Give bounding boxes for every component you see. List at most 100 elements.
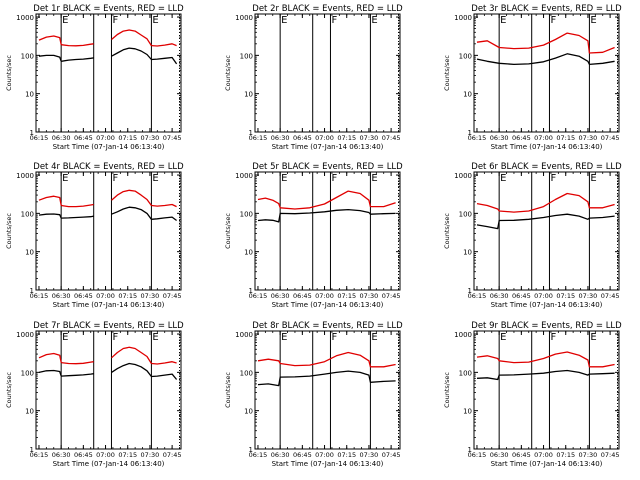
plot-frame [35, 330, 182, 450]
x-tick-label: 07:30 [141, 451, 160, 459]
y-tick-label: 10 [463, 91, 472, 99]
y-tick-label: 1 [468, 446, 472, 454]
x-tick-label: 07:15 [118, 292, 137, 300]
event-marker-label: E [62, 15, 68, 26]
events-series-line [476, 213, 615, 230]
x-tick-label: 06:15 [249, 292, 268, 300]
event-marker-label: E [371, 15, 377, 26]
x-tick-label: 07:00 [534, 134, 553, 142]
y-tick-label: 1000 [16, 14, 34, 22]
event-marker-label: F [112, 332, 118, 343]
x-tick-label: 06:15 [249, 451, 268, 459]
lld-series-line [38, 35, 62, 45]
y-tick-label: 100 [459, 52, 472, 60]
events-series-line [38, 213, 62, 219]
event-marker-label: E [590, 173, 596, 184]
event-marker-label: E [371, 173, 377, 184]
x-tick-label: 07:15 [337, 292, 356, 300]
y-tick-label: 1000 [454, 14, 472, 22]
x-tick-label: 06:30 [52, 292, 71, 300]
panel-det-5r: Det 5r BLACK = Events, RED = LLD Counts/s… [224, 162, 403, 309]
event-marker-label: E [62, 173, 68, 184]
lld-series-line [61, 361, 94, 365]
y-tick-label: 1000 [235, 331, 253, 339]
y-tick-label: 1000 [454, 172, 472, 180]
y-axis-label: Counts/sec [443, 55, 451, 91]
events-series-line [111, 362, 152, 377]
panel-det-6r: Det 6r BLACK = Events, RED = LLD Counts/s… [443, 162, 622, 309]
x-tick-label: 07:30 [360, 134, 379, 142]
x-tick-label: 07:00 [534, 451, 553, 459]
y-axis-label: Counts/sec [224, 55, 232, 91]
x-tick-label: 07:45 [601, 134, 620, 142]
y-tick-label: 100 [240, 52, 253, 60]
event-marker-label: F [331, 15, 337, 26]
x-tick-label: 07:00 [96, 451, 115, 459]
x-tick-label: 06:45 [293, 451, 312, 459]
lld-series-line [476, 192, 615, 213]
x-tick-label: 06:15 [468, 451, 487, 459]
y-tick-label: 1 [468, 287, 472, 295]
y-axis-label: Counts/sec [224, 213, 232, 249]
x-axis-label: Start Time (07-Jan-14 06:13:40) [53, 301, 165, 309]
lld-series-line [257, 190, 396, 210]
y-tick-label: 100 [459, 210, 472, 218]
y-tick-label: 100 [21, 210, 34, 218]
y-tick-label: 10 [25, 249, 34, 257]
y-tick-label: 1000 [454, 331, 472, 339]
y-tick-label: 100 [21, 52, 34, 60]
events-series-line [38, 54, 62, 62]
x-tick-label: 07:30 [141, 292, 160, 300]
events-series-line [151, 56, 178, 65]
x-tick-label: 06:45 [512, 451, 531, 459]
x-tick-label: 07:00 [315, 134, 334, 142]
x-tick-label: 06:15 [249, 134, 268, 142]
x-tick-label: 06:30 [52, 451, 71, 459]
x-tick-label: 07:30 [579, 134, 598, 142]
plot-frame [254, 171, 401, 291]
plot-frame [473, 13, 620, 133]
panel-det-1r: Det 1r BLACK = Events, RED = LLD Counts/s… [5, 4, 184, 151]
event-marker-label: E [281, 15, 287, 26]
plot-frame [35, 171, 182, 291]
panel-title: Det 9r BLACK = Events, RED = LLD [471, 321, 622, 331]
x-tick-label: 07:15 [118, 134, 137, 142]
lld-series-line [38, 195, 62, 206]
y-tick-label: 1 [249, 287, 253, 295]
x-tick-label: 07:00 [315, 451, 334, 459]
plot-frame [35, 13, 182, 133]
x-axis-label: Start Time (07-Jan-14 06:13:40) [272, 460, 384, 468]
lld-series-line [257, 351, 396, 368]
events-series-line [151, 216, 177, 222]
plot-frame [473, 171, 620, 291]
x-tick-label: 06:30 [490, 134, 509, 142]
x-tick-label: 07:15 [556, 292, 575, 300]
lld-series-line [151, 203, 177, 208]
event-marker-label: E [152, 332, 158, 343]
events-series-line [111, 47, 152, 60]
x-tick-label: 06:30 [271, 134, 290, 142]
event-marker-label: E [500, 15, 506, 26]
lld-series-line [151, 43, 177, 47]
lld-series-line [111, 346, 152, 364]
y-tick-label: 1000 [235, 14, 253, 22]
event-marker-label: E [500, 332, 506, 343]
x-tick-label: 06:45 [74, 451, 93, 459]
x-tick-label: 07:15 [118, 451, 137, 459]
x-tick-label: 07:45 [163, 451, 182, 459]
panel-title: Det 8r BLACK = Events, RED = LLD [252, 321, 403, 331]
lld-series-line [151, 361, 177, 365]
events-series-line [476, 369, 615, 381]
x-tick-label: 07:45 [382, 451, 401, 459]
y-tick-label: 100 [240, 210, 253, 218]
x-tick-label: 07:45 [163, 134, 182, 142]
y-tick-label: 1 [468, 129, 472, 137]
events-series-line [61, 373, 94, 377]
y-tick-label: 1000 [235, 172, 253, 180]
x-tick-label: 07:00 [315, 292, 334, 300]
event-marker-label: F [550, 15, 556, 26]
lld-series-line [476, 32, 615, 54]
event-marker-label: E [281, 173, 287, 184]
x-tick-label: 07:15 [337, 451, 356, 459]
